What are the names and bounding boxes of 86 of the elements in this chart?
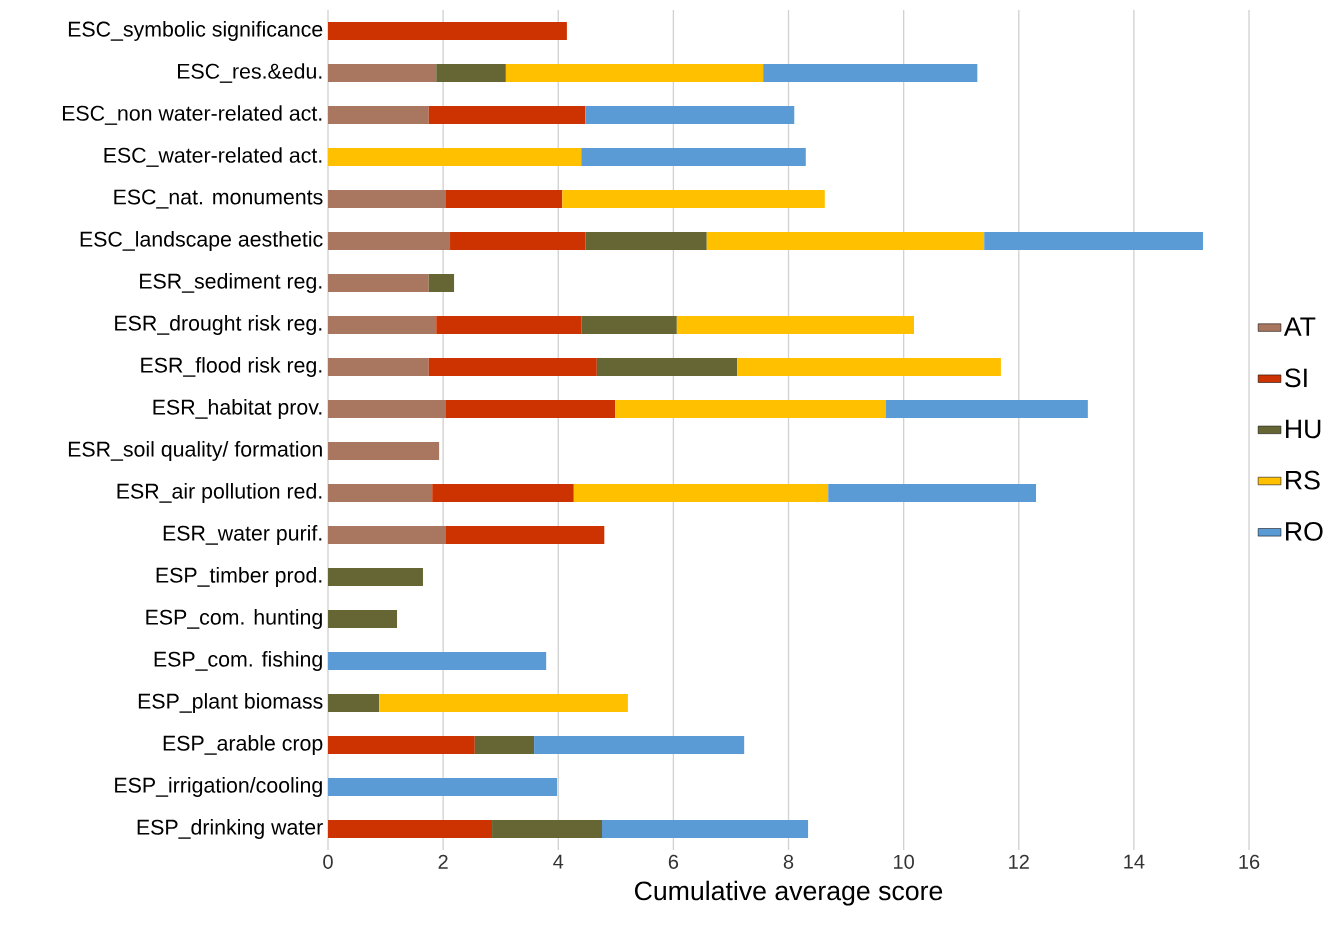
bar [328, 105, 429, 125]
bar [328, 273, 429, 293]
bar [828, 483, 1037, 503]
x-tick-label: 8 [783, 854, 794, 869]
bar [436, 63, 506, 83]
bar [885, 399, 1088, 419]
y-tick-label: ESP_irrigation/cooling [115, 777, 322, 797]
bar [602, 819, 809, 839]
y-tick-label: ESR_flood risk reg. [141, 357, 322, 377]
x-tick-label: 10 [894, 854, 914, 869]
y-tick-label: ESP_timber prod. [156, 567, 322, 587]
legend-label: AT [1283, 317, 1316, 336]
bar [428, 105, 586, 125]
legend-label: HU [1286, 419, 1321, 439]
bar [562, 189, 825, 209]
bar [328, 399, 447, 419]
bar [573, 483, 829, 503]
y-tick-label: ESC_symbolic significance [68, 21, 323, 41]
bar [615, 399, 886, 419]
bar [432, 483, 574, 503]
bar [428, 357, 597, 377]
y-tick-label: ESR_sediment reg. [140, 273, 322, 293]
bar [446, 189, 563, 209]
legend-label: RS [1286, 470, 1320, 490]
bar [328, 315, 437, 335]
y-tick-label: ESR_habitat prov. [153, 399, 322, 419]
bar [328, 189, 447, 209]
y-tick-label: ESP_drinking water [137, 819, 323, 839]
bar [596, 357, 738, 377]
x-tick-label: 12 [1009, 854, 1029, 869]
y-tick-label: ESP_com. fishing [154, 651, 322, 671]
bar [706, 231, 985, 251]
bar [328, 441, 440, 461]
bar [328, 567, 423, 587]
y-tick-label: ESP_plant biomass [138, 693, 323, 713]
bar [328, 693, 380, 713]
bar [328, 231, 451, 251]
bar [984, 231, 1203, 251]
x-tick-label: 14 [1124, 854, 1145, 869]
bar [428, 273, 455, 293]
bar [492, 819, 603, 839]
legend-label: SI [1285, 368, 1307, 388]
bar [737, 357, 1001, 377]
bar [534, 735, 745, 755]
bar [328, 777, 558, 797]
y-tick-label: ESR_water purif. [163, 525, 322, 545]
bar [328, 21, 567, 41]
y-tick-label: ESR_soil quality/ formation [68, 441, 322, 461]
bar [436, 315, 582, 335]
y-tick-label: ESP_com. hunting [146, 609, 322, 629]
y-tick-label: ESC_landscape aesthetic [80, 231, 323, 251]
x-tick-label: 6 [668, 854, 679, 869]
bar [379, 693, 628, 713]
bar [328, 735, 475, 755]
bar [450, 231, 586, 251]
bar [446, 525, 605, 545]
bar [581, 315, 677, 335]
bar [585, 105, 795, 125]
x-tick-label: 16 [1239, 854, 1260, 869]
y-tick-label: ESC_nat. monuments [114, 189, 323, 209]
bar [328, 819, 493, 839]
x-axis-title: Cumulative average score [634, 880, 943, 906]
x-tick-label: 0 [323, 854, 333, 869]
bar [328, 525, 447, 545]
bar [328, 63, 437, 83]
y-tick-label: ESR_air pollution red. [117, 483, 322, 503]
bar [446, 399, 616, 419]
y-tick-label: ESC_res.&edu. [178, 63, 322, 83]
bar [505, 63, 764, 83]
bar [585, 231, 707, 251]
y-tick-label: ESP_arable crop [163, 735, 323, 755]
y-tick-label: ESC_water-related act. [104, 147, 322, 167]
x-tick-label: 2 [438, 854, 448, 869]
bar [474, 735, 535, 755]
y-tick-label: ESR_drought risk reg. [115, 315, 322, 335]
bar [328, 147, 582, 167]
bar [328, 609, 398, 629]
bar [676, 315, 914, 335]
y-tick-label: ESC_non water-related act. [62, 105, 322, 125]
bar [328, 357, 429, 377]
bar [581, 147, 806, 167]
x-tick-label: 4 [553, 854, 564, 869]
bar [763, 63, 978, 83]
bar [328, 651, 547, 671]
legend-label: RO [1286, 522, 1323, 541]
bar [328, 483, 433, 503]
